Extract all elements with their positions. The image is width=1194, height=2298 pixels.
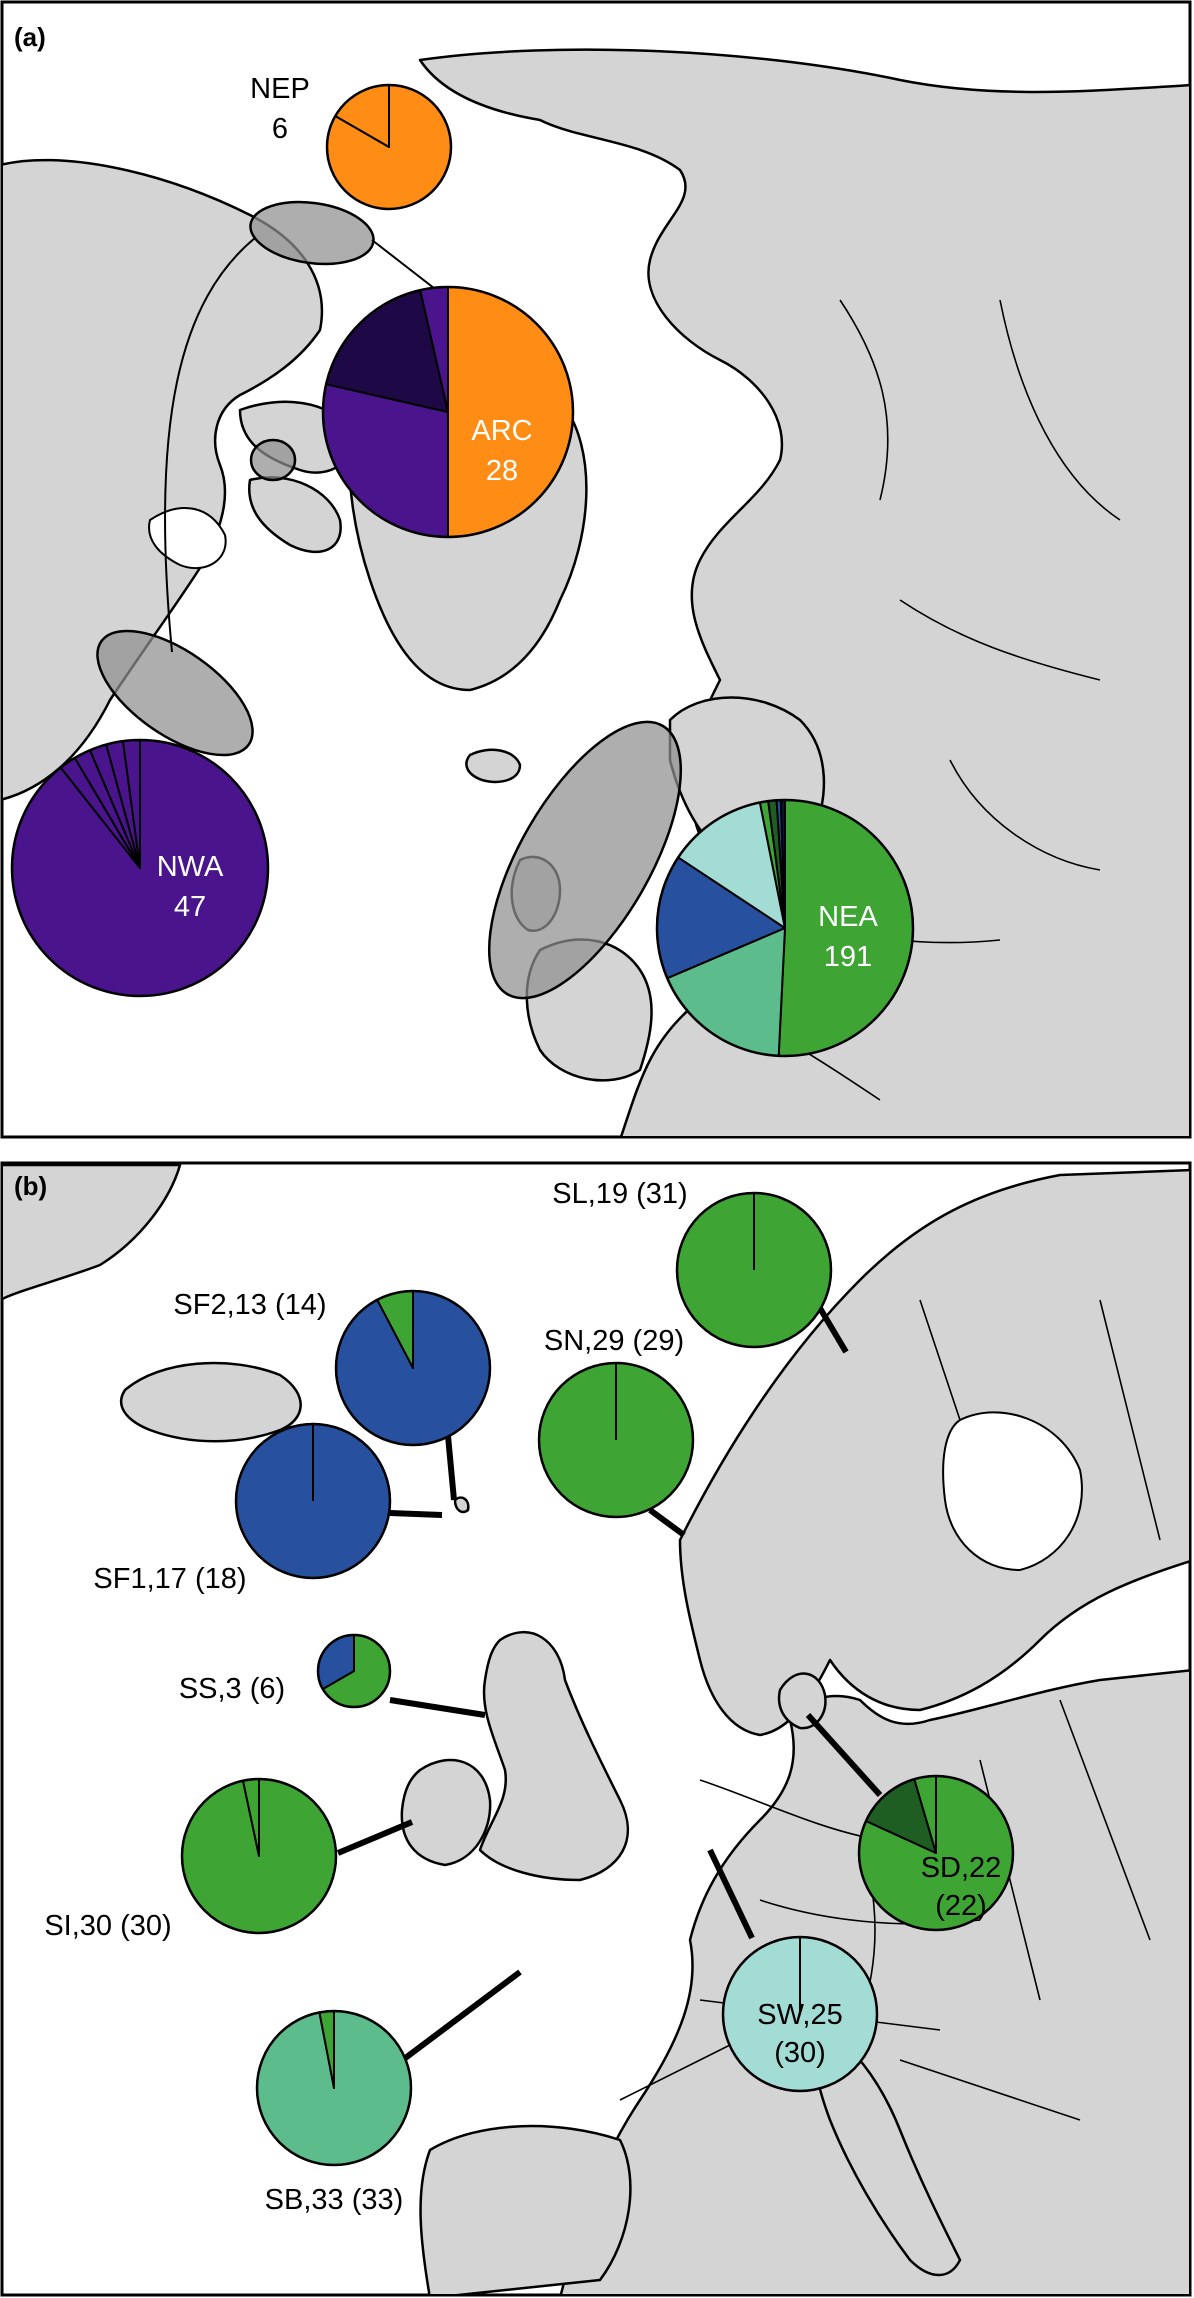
baltic-sea — [942, 1411, 1083, 1572]
pie-sd-label: SD,22 — [921, 1852, 1002, 1884]
north-america-landmass — [3, 158, 324, 801]
panel-letter-b: (b) — [14, 1171, 47, 1201]
ireland — [400, 1758, 492, 1867]
italy — [813, 2028, 962, 2277]
pie-sw-label: SW,25 — [757, 1999, 842, 2031]
pie-si-label: SI,30 (30) — [44, 1910, 171, 1942]
leader-si — [336, 1819, 414, 1856]
panel-b-pies: SL,19 (31) SF2,13 (14) SN,29 (29) SF1,17 (1… — [44, 1178, 1015, 2216]
iceland-landmass — [119, 1361, 302, 1443]
pie-nep-pie — [325, 83, 453, 211]
leader-sw — [707, 1848, 755, 1940]
pie-sf2-pie — [334, 1289, 492, 1447]
scandinavia-peninsula — [678, 1168, 1189, 1737]
pie-sf2-label: SF2,13 (14) — [173, 1289, 326, 1321]
pie-sb-label: SB,33 (33) — [265, 2184, 404, 2216]
pie-arc-pie — [321, 285, 575, 539]
pie-sf1-pie — [234, 1422, 392, 1580]
panel-letter-a: (a) — [14, 22, 46, 52]
pie-sf1-pie-outline — [234, 1422, 392, 1580]
leader-line-arc-left — [163, 237, 256, 653]
pie-sn-pie — [537, 1361, 695, 1519]
leader-ss — [389, 1697, 486, 1718]
pie-ss-pie — [316, 1633, 392, 1709]
pie-nwa-pie — [10, 738, 270, 998]
pie-sd-pie — [857, 1774, 1015, 1932]
pie-sn-label: SN,29 (29) — [544, 1325, 684, 1357]
pie-nea-pie — [655, 798, 915, 1058]
pie-sf2-pie-outline — [334, 1289, 492, 1447]
pie-sd-pie-outline — [857, 1774, 1015, 1932]
pie-sf1-label: SF1,17 (18) — [93, 1563, 246, 1595]
faroe-islands — [453, 1496, 470, 1514]
label-nep-name: NEP — [250, 73, 310, 105]
pie-ss-label: SS,3 (6) — [179, 1673, 285, 1705]
label-nwa-name: NWA — [157, 851, 224, 883]
leader-sd — [805, 1712, 883, 1798]
hudson-bay — [148, 507, 227, 570]
iberian-peninsula — [419, 2124, 632, 2294]
pie-sl-pie — [675, 1191, 833, 1349]
label-arc-name: ARC — [471, 415, 532, 447]
pie-sl-pie-outline — [675, 1191, 833, 1349]
leader-sn — [648, 1507, 686, 1538]
region-arc-ellipse — [249, 438, 297, 482]
pie-arc-pie-outline — [321, 285, 575, 539]
pie-nwa-pie-outline — [10, 738, 270, 998]
label-nea-name: NEA — [818, 901, 878, 933]
greenland-tip — [3, 1164, 182, 1300]
leader-sf1 — [389, 1510, 443, 1518]
pie-nep-pie-outline — [325, 83, 453, 211]
region-nwa-ellipse — [96, 629, 254, 757]
panel-b: (b) SL,19 (31) SF2,13 (14) SN,29 (29) SF1,1… — [0, 1161, 1192, 2297]
panel-a-pies: NEP 6 ARC 28 NWA 47 NEA 191 — [10, 73, 915, 1058]
iceland — [465, 748, 522, 784]
pie-si-pie — [180, 1777, 338, 1935]
pie-ss-pie-outline — [316, 1633, 392, 1709]
leader-sb — [398, 1969, 522, 2065]
pie-si-pie-outline — [180, 1777, 338, 1935]
pie-sb-pie-outline — [255, 2009, 413, 2167]
pie-sw-pie-outline — [721, 1935, 879, 2093]
pie-nea-pie-outline — [655, 798, 915, 1058]
europe-basemap — [3, 1164, 1189, 2294]
label-nea-count: 191 — [824, 941, 872, 973]
label-nep-count: 6 — [272, 113, 288, 145]
denmark — [777, 1672, 827, 1730]
panel-a: (a) NEP 6 ARC 28 NWA 47 NEA 191 — [0, 0, 1192, 1139]
pie-sw-label-line2: (30) — [774, 2037, 826, 2069]
label-nwa-count: 47 — [174, 891, 206, 923]
region-nea-ellipse — [487, 720, 683, 1000]
baffin-island — [247, 476, 342, 554]
pie-sw-pie — [721, 1935, 879, 2093]
eurasia-landmass — [418, 48, 1189, 1136]
continental-europe — [559, 1669, 1189, 2294]
great-britain — [478, 1630, 630, 1882]
pie-sb-pie — [255, 2009, 413, 2167]
pie-sl-label: SL,19 (31) — [552, 1178, 687, 1210]
pie-sd-label-line2: (22) — [935, 1890, 987, 1922]
pie-sn-pie-outline — [537, 1361, 695, 1519]
label-arc-count: 28 — [486, 455, 518, 487]
